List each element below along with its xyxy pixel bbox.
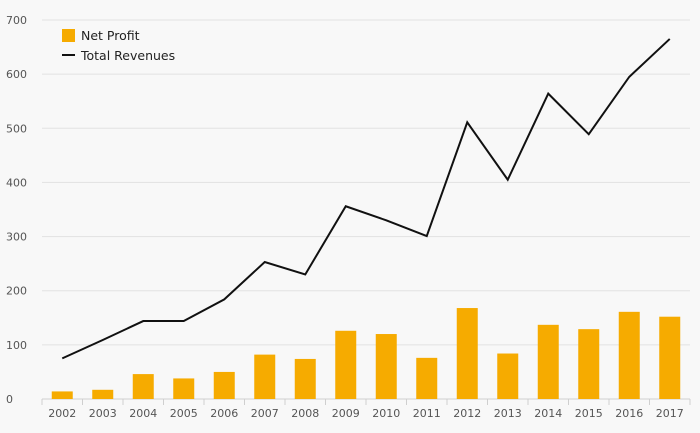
line-series: [61, 38, 671, 360]
bar-net-profit: [173, 378, 195, 399]
x-tick-label: 2002: [48, 407, 76, 420]
bar-net-profit: [132, 374, 154, 399]
bar-net-profit: [618, 311, 640, 399]
grid: [42, 19, 690, 400]
y-tick-label: 100: [6, 339, 27, 352]
x-tick-label: 2014: [534, 407, 562, 420]
y-tick-label: 200: [6, 285, 27, 298]
x-tick-label: 2006: [210, 407, 238, 420]
x-tick-label: 2013: [494, 407, 522, 420]
bar-net-profit: [456, 308, 478, 399]
bar-net-profit: [294, 358, 316, 399]
x-tick-label: 2010: [372, 407, 400, 420]
bar-net-profit: [497, 353, 519, 399]
x-tick-label: 2009: [332, 407, 360, 420]
x-axis: 2002 2003 2004 2005 2006 2007 2008 2009 2010 2011…: [41, 399, 691, 420]
legend-label-total-revenues: Total Revenues: [80, 48, 175, 63]
bar-net-profit: [213, 371, 235, 399]
bar-net-profit: [92, 389, 114, 399]
x-tick-label: 2016: [615, 407, 643, 420]
x-tick-label: 2011: [413, 407, 441, 420]
bar-net-profit: [416, 357, 438, 399]
x-tick-label: 2015: [575, 407, 603, 420]
bar-net-profit: [578, 329, 600, 399]
bar-net-profit: [537, 324, 559, 399]
y-tick-label: 400: [6, 176, 27, 189]
x-tick-label: 2007: [251, 407, 279, 420]
y-tick-label: 500: [6, 122, 27, 135]
bar-net-profit: [375, 334, 397, 399]
x-tick-label: 2012: [453, 407, 481, 420]
bar-net-profit: [254, 354, 276, 399]
x-tick-label: 2005: [170, 407, 198, 420]
y-axis: 0 100 200 300 400 500 600 700: [6, 14, 27, 406]
x-tick-label: 2008: [291, 407, 319, 420]
x-tick-label: 2003: [89, 407, 117, 420]
y-tick-label: 600: [6, 68, 27, 81]
legend-swatch-net-profit: [62, 29, 75, 42]
bar-net-profit: [51, 391, 73, 399]
x-tick-label: 2017: [656, 407, 684, 420]
y-tick-label: 0: [6, 393, 13, 406]
y-tick-label: 300: [6, 231, 27, 244]
x-tick-label: 2004: [129, 407, 157, 420]
legend: Net Profit Total Revenues: [62, 28, 175, 63]
bar-net-profit: [335, 330, 357, 399]
bars: [51, 308, 681, 399]
legend-label-net-profit: Net Profit: [81, 28, 140, 43]
y-tick-label: 700: [6, 14, 27, 27]
bar-net-profit: [659, 316, 681, 399]
line-total-revenues: [61, 38, 671, 360]
